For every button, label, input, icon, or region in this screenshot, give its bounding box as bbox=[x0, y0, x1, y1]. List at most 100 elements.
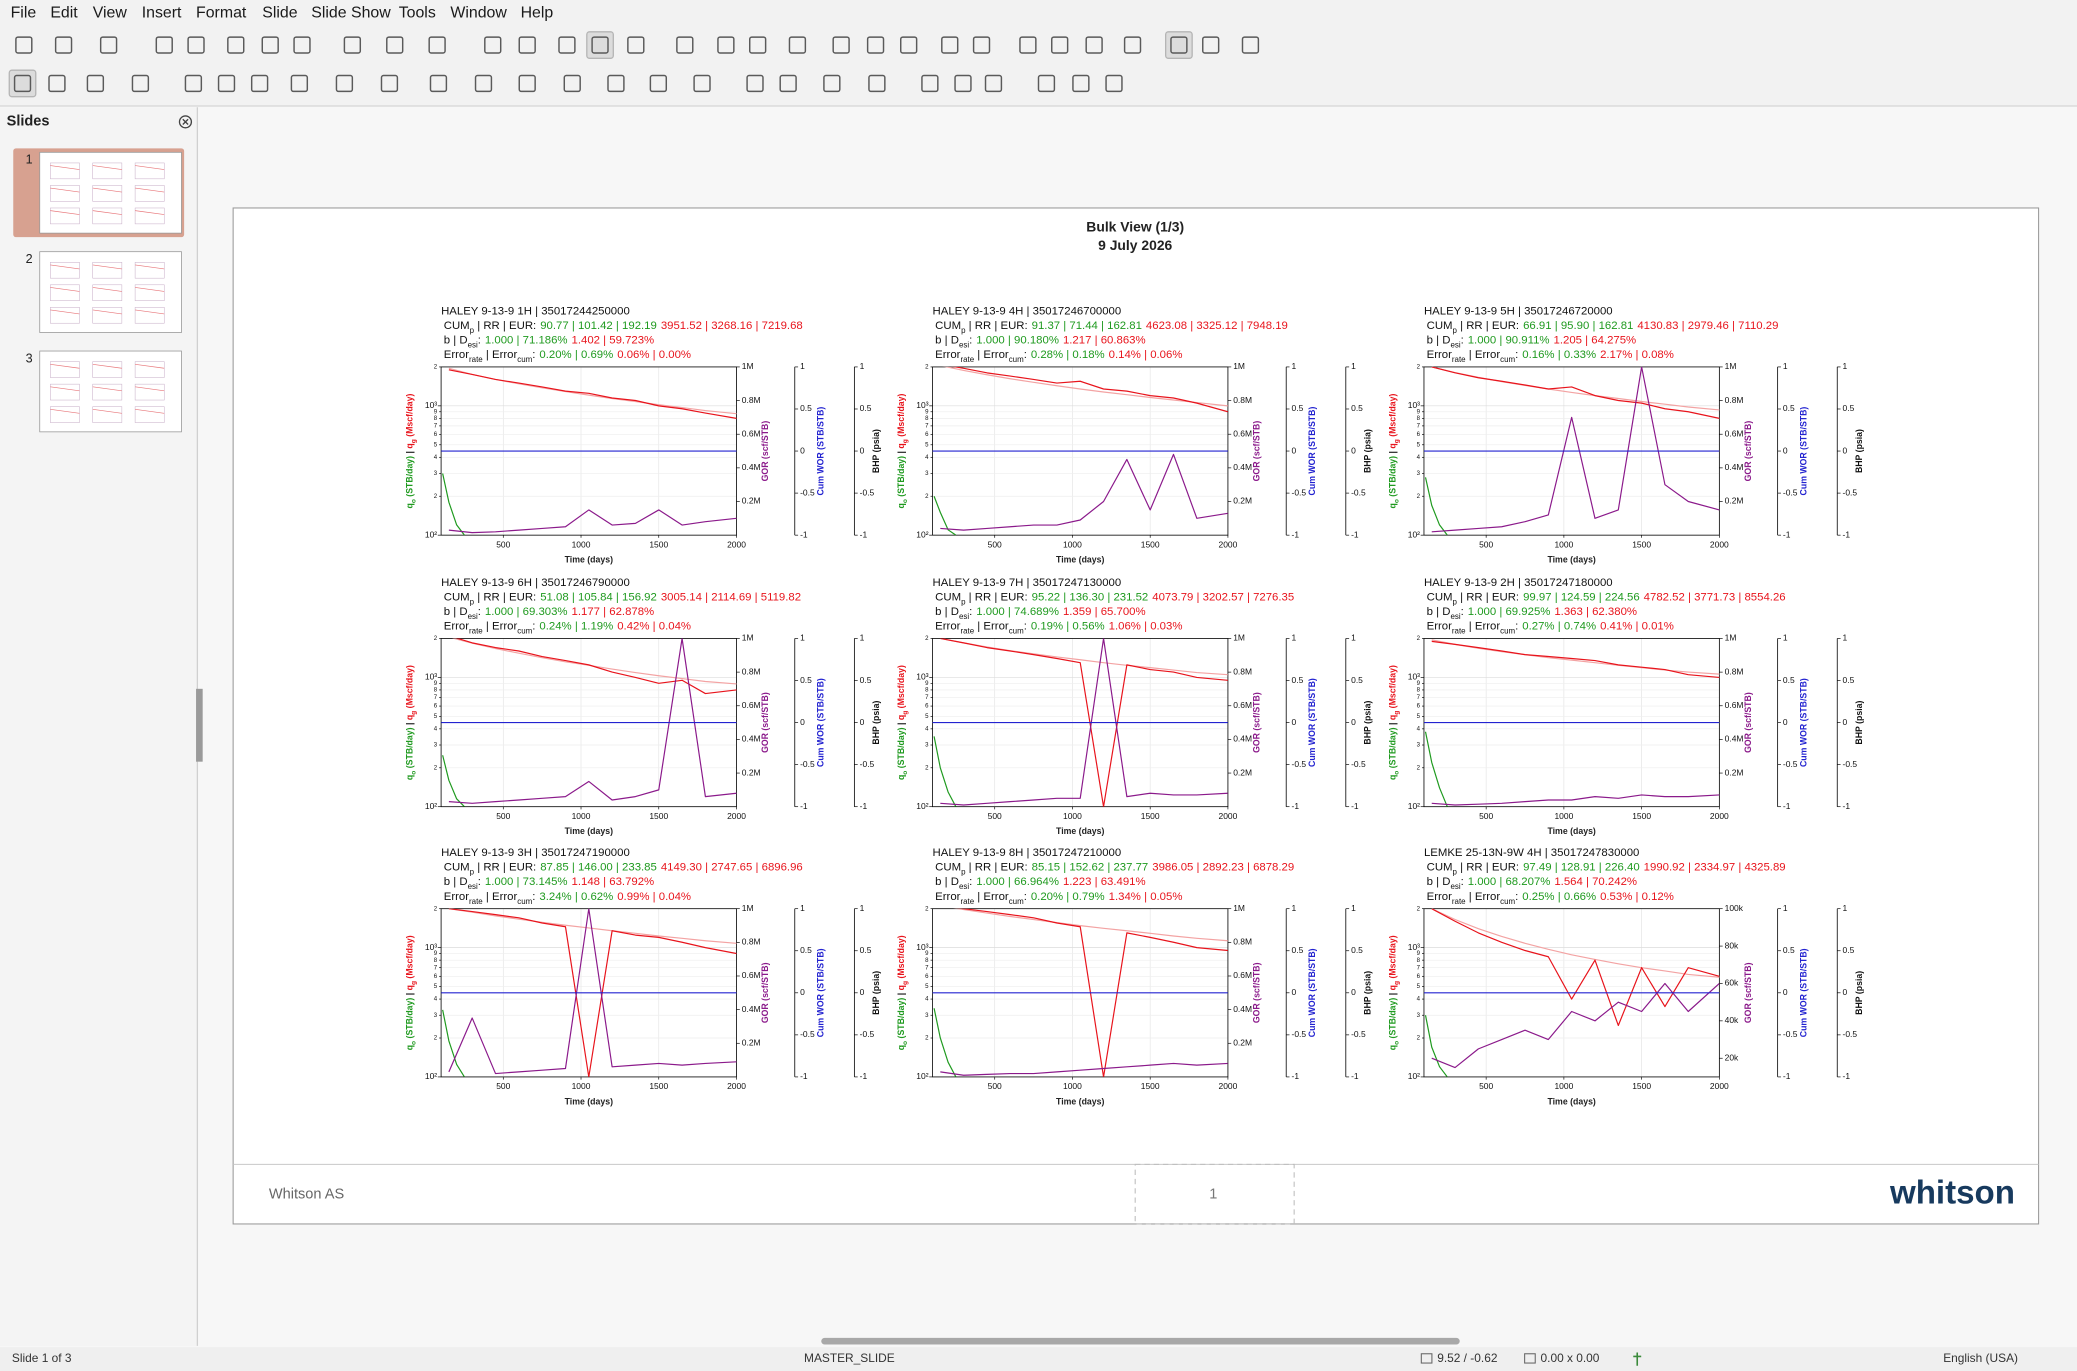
toolbar-button[interactable] bbox=[386, 36, 404, 54]
toolbar-button[interactable] bbox=[99, 36, 118, 54]
toolbar-button[interactable] bbox=[428, 36, 446, 54]
label-part: q bbox=[405, 1045, 415, 1050]
scrollbar[interactable] bbox=[821, 1337, 1460, 1345]
toolbar-button[interactable] bbox=[954, 74, 972, 93]
toolbar-button[interactable] bbox=[290, 74, 309, 93]
series-line bbox=[1431, 366, 1720, 419]
toolbar-button[interactable] bbox=[984, 74, 1003, 93]
toolbar-button[interactable] bbox=[1085, 36, 1103, 54]
metric-value: 224.56 bbox=[1605, 591, 1640, 603]
y-axis-label: qo (STB/day) | qg (Mscf/day) bbox=[896, 393, 909, 508]
toolbar-button[interactable] bbox=[1105, 74, 1123, 93]
toolbar-button[interactable] bbox=[1241, 36, 1260, 54]
toolbar-button[interactable] bbox=[788, 36, 807, 54]
metric-value: 0.69% bbox=[581, 349, 613, 361]
toolbar-button[interactable] bbox=[1170, 36, 1188, 54]
toolbar-button[interactable] bbox=[868, 74, 886, 93]
toolbar-button[interactable] bbox=[649, 74, 668, 93]
toolbar-button[interactable] bbox=[749, 36, 767, 54]
toolbar-button[interactable] bbox=[518, 74, 536, 93]
toolbar-button[interactable] bbox=[823, 74, 841, 93]
toolbar-button[interactable] bbox=[518, 36, 536, 54]
toolbar-button[interactable] bbox=[591, 36, 609, 54]
menu-item[interactable]: Slide Show bbox=[311, 4, 391, 21]
toolbar-button[interactable] bbox=[335, 74, 354, 93]
toolbar-button[interactable] bbox=[900, 36, 918, 54]
toolbar-button[interactable] bbox=[921, 74, 939, 93]
toolbar-button[interactable] bbox=[1072, 74, 1090, 93]
toolbar-button[interactable] bbox=[1037, 74, 1056, 93]
thumbnail[interactable] bbox=[39, 151, 182, 234]
menu-item[interactable]: Help bbox=[521, 4, 554, 21]
toolbar-button[interactable] bbox=[429, 74, 448, 93]
toolbar-button[interactable] bbox=[627, 36, 645, 54]
separator: | bbox=[1063, 621, 1072, 633]
y2-tick-label: 1M bbox=[1233, 361, 1245, 371]
toolbar-button[interactable] bbox=[558, 36, 576, 54]
toolbar-button[interactable] bbox=[250, 74, 269, 93]
thumb-line bbox=[135, 386, 165, 392]
toolbar-button[interactable] bbox=[676, 36, 694, 54]
metric-value: 0.41% bbox=[1600, 621, 1632, 633]
toolbar-button[interactable] bbox=[746, 74, 764, 93]
toolbar-button[interactable] bbox=[227, 36, 245, 54]
toolbar-button[interactable] bbox=[217, 74, 236, 93]
toolbar-button[interactable] bbox=[380, 74, 399, 93]
toolbar-button[interactable] bbox=[15, 36, 33, 54]
menu-item[interactable]: Slide bbox=[262, 4, 297, 21]
metric-value: 0.53% bbox=[1600, 891, 1632, 903]
separator: | bbox=[1098, 320, 1107, 332]
toolbar-button[interactable] bbox=[563, 74, 581, 93]
toolbar-button[interactable] bbox=[1202, 36, 1220, 54]
y-tick-label: 9 bbox=[1417, 680, 1421, 687]
menu-item[interactable]: Insert bbox=[142, 4, 182, 21]
toolbar-button[interactable] bbox=[293, 36, 311, 54]
thumbnail[interactable] bbox=[39, 350, 182, 433]
toolbar-button[interactable] bbox=[832, 36, 850, 54]
label-part: CUM bbox=[935, 591, 961, 603]
y-axis-label: qo (STB/day) | qg (Mscf/day) bbox=[405, 393, 418, 508]
separator: | bbox=[569, 862, 578, 874]
toolbar-button[interactable] bbox=[343, 36, 362, 54]
menu-item[interactable]: Tools bbox=[399, 4, 436, 21]
toolbar-button[interactable] bbox=[866, 36, 885, 54]
toolbar-button[interactable] bbox=[1019, 36, 1037, 54]
toolbar-button[interactable] bbox=[779, 74, 797, 93]
menu-item[interactable]: Edit bbox=[50, 4, 78, 21]
thumbnail[interactable] bbox=[39, 251, 182, 333]
toolbar-button[interactable] bbox=[86, 74, 105, 93]
y-tick-label: 5 bbox=[434, 983, 438, 990]
toolbar-button[interactable] bbox=[474, 74, 493, 93]
pane-handle[interactable] bbox=[196, 688, 203, 762]
menu-item[interactable]: Format bbox=[196, 4, 247, 21]
toolbar-button[interactable] bbox=[13, 74, 32, 93]
menu-item[interactable]: View bbox=[93, 4, 128, 21]
toolbar-button[interactable] bbox=[184, 74, 203, 93]
thumb-number: 2 bbox=[26, 252, 33, 266]
toolbar-button[interactable] bbox=[131, 74, 150, 93]
toolbar-button[interactable] bbox=[1051, 36, 1069, 54]
label-part: : bbox=[1515, 349, 1518, 361]
toolbar-button[interactable] bbox=[187, 36, 205, 54]
menu-item[interactable]: Window bbox=[450, 4, 507, 21]
label-part: q bbox=[405, 985, 415, 990]
close-pane[interactable] bbox=[178, 115, 193, 129]
metric-value: 0.04% bbox=[659, 621, 691, 633]
menu-item[interactable]: File bbox=[11, 4, 37, 21]
label-part: (Mscf/day) bbox=[1388, 665, 1398, 711]
toolbar-button[interactable] bbox=[261, 36, 279, 54]
toolbar-button[interactable] bbox=[484, 36, 502, 54]
toolbar-button[interactable] bbox=[693, 74, 711, 93]
toolbar-button[interactable] bbox=[607, 74, 625, 93]
label-part: Error bbox=[1427, 621, 1452, 633]
thumb-line bbox=[92, 287, 122, 292]
separator: | bbox=[1735, 591, 1744, 603]
label-part: : bbox=[1461, 606, 1464, 618]
toolbar-button[interactable] bbox=[1123, 36, 1142, 54]
toolbar-button[interactable] bbox=[54, 36, 73, 54]
toolbar-button[interactable] bbox=[48, 74, 66, 93]
toolbar-button[interactable] bbox=[972, 36, 991, 54]
toolbar-button[interactable] bbox=[717, 36, 735, 54]
toolbar-button[interactable] bbox=[941, 36, 959, 54]
toolbar-button[interactable] bbox=[155, 36, 173, 54]
